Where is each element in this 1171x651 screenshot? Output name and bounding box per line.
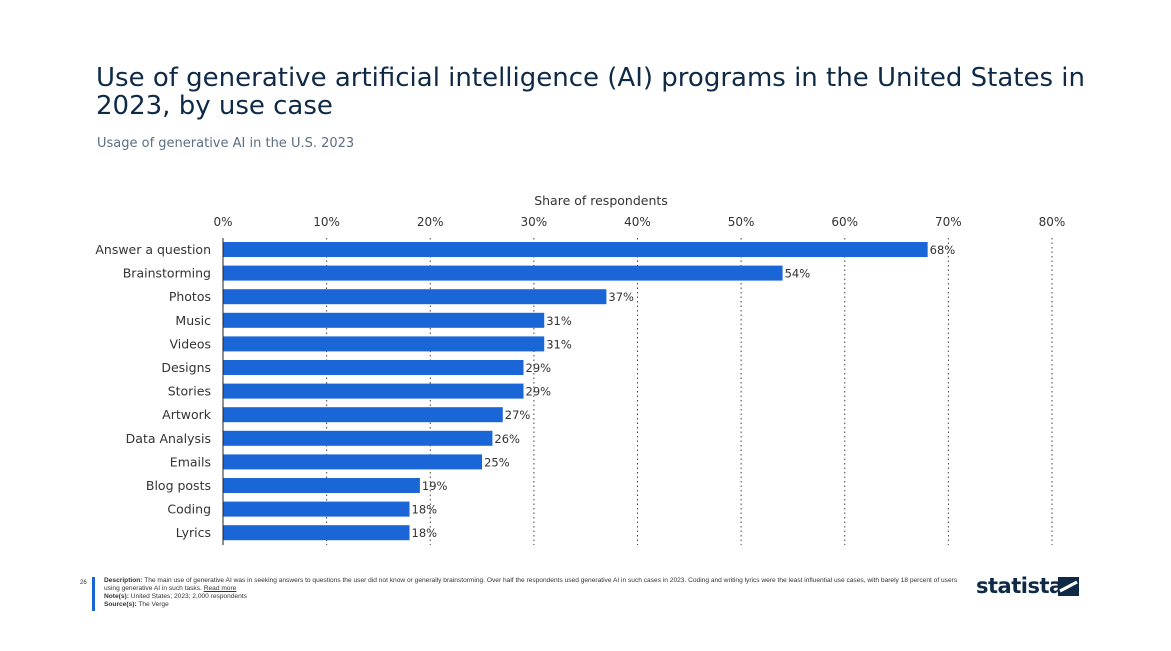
bar xyxy=(223,360,524,375)
data-label: 18% xyxy=(412,526,438,540)
category-label: Stories xyxy=(168,384,211,399)
bar xyxy=(223,242,928,257)
bar xyxy=(223,336,545,352)
category-label: Answer a question xyxy=(95,242,211,257)
page-number: 26 xyxy=(80,580,87,586)
data-label: 31% xyxy=(546,337,572,351)
x-tick-label: 10% xyxy=(313,215,340,229)
page-title: Use of generative artificial intelligenc… xyxy=(96,63,1086,121)
x-tick-label: 30% xyxy=(521,215,548,229)
category-label: Coding xyxy=(167,502,211,517)
bar xyxy=(223,407,503,423)
bar xyxy=(223,383,524,399)
source-text: The Verge xyxy=(138,601,169,608)
x-tick-label: 80% xyxy=(1039,215,1066,229)
page-subtitle: Usage of generative AI in the U.S. 2023 xyxy=(97,136,355,151)
x-tick-label: 70% xyxy=(935,215,962,229)
x-tick-label: 40% xyxy=(624,215,651,229)
footer-accent-bar xyxy=(92,577,95,611)
data-label: 68% xyxy=(930,243,956,257)
data-label: 18% xyxy=(412,503,438,517)
bar xyxy=(223,525,410,541)
data-label: 26% xyxy=(494,432,520,446)
x-axis-title: Share of respondents xyxy=(534,193,668,208)
bar xyxy=(223,312,545,328)
bar xyxy=(223,501,410,517)
data-label: 29% xyxy=(526,361,552,375)
data-label: 54% xyxy=(785,267,811,281)
source: Source(s): The Verge xyxy=(104,601,964,609)
data-label: 31% xyxy=(546,314,572,328)
category-label: Blog posts xyxy=(146,478,211,493)
notes: Note(s): United States; 2023; 2,000 resp… xyxy=(104,593,964,601)
x-tick-label: 20% xyxy=(417,215,444,229)
data-label: 37% xyxy=(608,290,634,304)
bar-chart: Share of respondents 0% 10% 20% 30% 40% 50% 60… xyxy=(95,193,1066,545)
data-label: 19% xyxy=(422,479,448,493)
bar xyxy=(223,478,420,493)
source-label: Source(s): xyxy=(104,601,137,608)
category-label: Videos xyxy=(169,336,211,351)
category-label: Designs xyxy=(161,360,211,375)
description-label: Description: xyxy=(104,577,143,584)
bar xyxy=(223,289,607,305)
category-label: Brainstorming xyxy=(123,266,211,281)
bar xyxy=(223,265,783,281)
description: Description: The main use of generative … xyxy=(104,577,964,593)
category-label: Data Analysis xyxy=(126,431,211,446)
x-tick-label: 0% xyxy=(213,215,232,229)
category-label: Photos xyxy=(169,289,211,304)
notes-label: Note(s): xyxy=(104,593,129,600)
category-label: Emails xyxy=(170,454,211,469)
category-label: Lyrics xyxy=(176,525,211,540)
data-label: 29% xyxy=(526,385,552,399)
bar xyxy=(223,430,493,446)
data-label: 27% xyxy=(505,408,531,422)
x-tick-label: 50% xyxy=(728,215,755,229)
x-tick-label: 60% xyxy=(831,215,858,229)
bar xyxy=(223,454,483,470)
category-label: Music xyxy=(175,313,211,328)
statista-logo: statista xyxy=(976,574,1063,598)
data-label: 25% xyxy=(484,455,510,469)
notes-text: United States; 2023; 2,000 respondents xyxy=(130,593,247,600)
category-label: Artwork xyxy=(162,407,212,422)
statista-logo-icon xyxy=(1058,577,1079,596)
description-text: The main use of generative AI was in see… xyxy=(104,577,958,592)
read-more-link[interactable]: Read more xyxy=(203,585,237,592)
